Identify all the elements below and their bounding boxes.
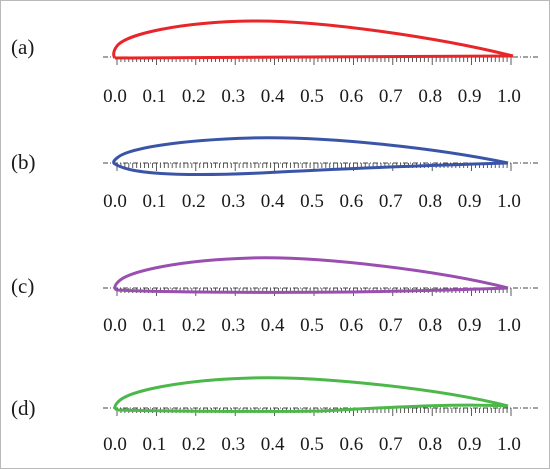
tick-label: 1.0	[497, 315, 521, 336]
panel-label: (d)	[11, 396, 36, 420]
tick-label: 0.1	[143, 315, 167, 336]
panel-label: (a)	[11, 35, 34, 59]
tick-label: 1.0	[497, 434, 521, 455]
tick-label: 0.2	[182, 191, 206, 212]
airfoil-lower-surface	[114, 161, 509, 177]
airfoil-upper-surface	[113, 376, 509, 412]
tick-label: 0.2	[182, 434, 206, 455]
x-axis-tick-labels: 0.0 0.1 0.2 0.3 0.4 0.5 0.6 0.7 0.8 0.9 1.0	[103, 315, 521, 336]
tick-label: 0.9	[458, 86, 482, 107]
tick-label: 0.3	[221, 86, 245, 107]
tick-label: 0.2	[182, 86, 206, 107]
tick-label: 0.8	[418, 315, 442, 336]
tick-label: 0.8	[418, 434, 442, 455]
airfoil-upper-surface	[113, 256, 509, 292]
panel-b: (b) 0.0 0.1 0.2 0.3 0.4 0.5 0.6 0.7 0.8 0.9 1.0	[11, 136, 539, 212]
tick-label: 0.4	[261, 315, 285, 336]
tick-label: 0.0	[103, 86, 127, 107]
tick-label: 0.6	[340, 315, 364, 336]
tick-label: 0.1	[143, 434, 167, 455]
tick-label: 0.4	[261, 434, 285, 455]
tick-label: 0.2	[182, 315, 206, 336]
tick-label: 0.0	[103, 191, 127, 212]
airfoil-upper-surface	[112, 19, 514, 60]
tick-label: 0.3	[221, 191, 245, 212]
tick-label: 0.7	[379, 315, 403, 336]
airfoil-lower-surface	[116, 286, 509, 294]
airfoil-lower-surface	[117, 403, 509, 413]
panel-a: (a) 0.0 0.1 0.2 0.3 0.4 0.5 0.6 0.7 0.8 0.9 1.0	[11, 19, 539, 107]
tick-label: 0.7	[379, 86, 403, 107]
tick-label: 0.3	[221, 315, 245, 336]
tick-label: 0.5	[300, 191, 324, 212]
tick-label: 0.7	[379, 434, 403, 455]
panel-c: (c) 0.0 0.1 0.2 0.3 0.4 0.5 0.6 0.7 0.8 0.9 1.0	[11, 256, 539, 336]
tick-label: 0.8	[418, 86, 442, 107]
tick-label: 0.8	[418, 191, 442, 212]
tick-label: 0.1	[143, 86, 167, 107]
tick-label: 0.9	[458, 315, 482, 336]
x-axis-tick-labels: 0.0 0.1 0.2 0.3 0.4 0.5 0.6 0.7 0.8 0.9 1.0	[103, 191, 521, 212]
panel-label: (c)	[11, 274, 34, 298]
x-axis-tick-labels: 0.0 0.1 0.2 0.3 0.4 0.5 0.6 0.7 0.8 0.9 1.0	[103, 434, 521, 455]
tick-label: 1.0	[497, 191, 521, 212]
tick-label: 0.0	[103, 315, 127, 336]
tick-label: 0.5	[300, 86, 324, 107]
tick-label: 0.5	[300, 434, 324, 455]
tick-label: 0.3	[221, 434, 245, 455]
tick-label: 0.4	[261, 86, 285, 107]
tick-label: 0.4	[261, 191, 285, 212]
tick-label: 0.6	[340, 191, 364, 212]
airfoil-lower-surface	[114, 54, 514, 60]
tick-label: 0.6	[340, 434, 364, 455]
tick-label: 0.1	[143, 191, 167, 212]
tick-label: 0.9	[458, 191, 482, 212]
airfoil-upper-surface	[112, 136, 509, 166]
panel-d: (d) 0.0 0.1 0.2 0.3 0.4 0.5 0.6 0.7 0.8 0.9 1.0	[11, 376, 539, 455]
tick-label: 0.0	[103, 434, 127, 455]
tick-label: 1.0	[497, 86, 521, 107]
tick-label: 0.5	[300, 315, 324, 336]
x-axis-tick-labels: 0.0 0.1 0.2 0.3 0.4 0.5 0.6 0.7 0.8 0.9 1.0	[103, 86, 521, 107]
panel-label: (b)	[11, 150, 36, 174]
tick-label: 0.9	[458, 434, 482, 455]
tick-label: 0.6	[340, 86, 364, 107]
tick-label: 0.7	[379, 191, 403, 212]
